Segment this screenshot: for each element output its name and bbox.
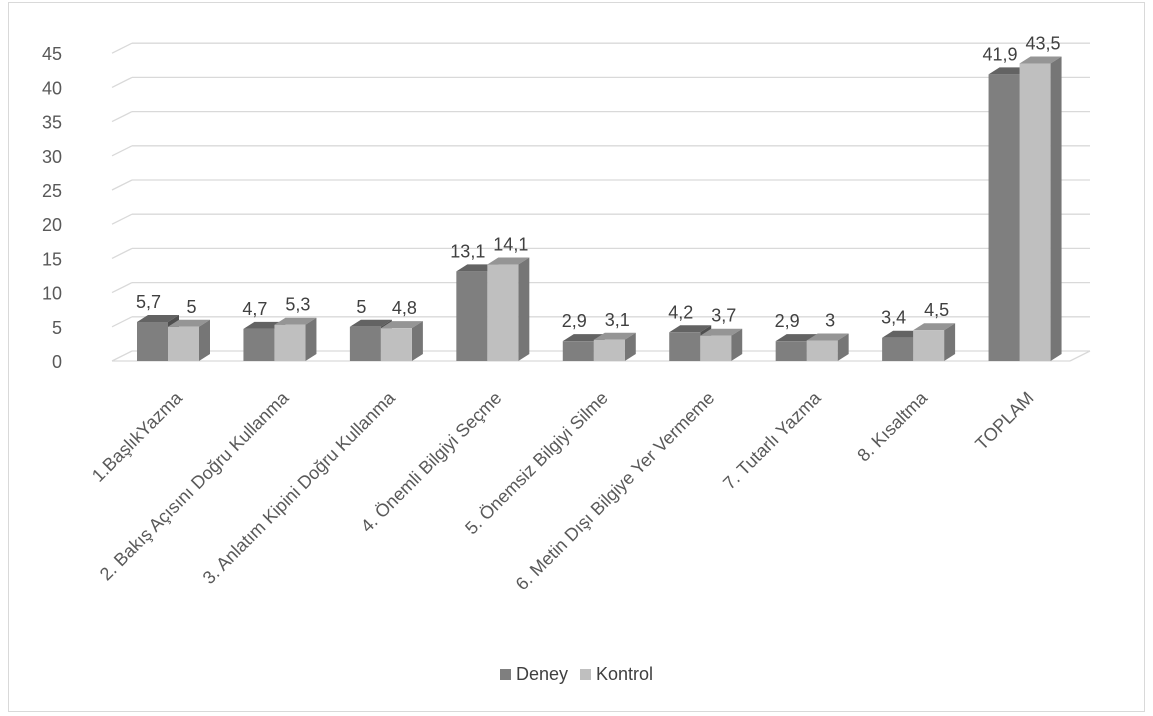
y-tick-label: 45 [42, 44, 62, 64]
bar-kontrol [487, 264, 519, 361]
x-tick-label: TOPLAM [971, 388, 1037, 454]
gridline-depth [111, 42, 133, 54]
x-tick-label: 8. Kısaltma [853, 387, 932, 466]
gridline-depth [111, 350, 133, 362]
bar-deney [988, 74, 1020, 362]
bar-top-deney [669, 325, 712, 333]
bar-kontrol [806, 340, 838, 361]
bar-kontrol [593, 339, 625, 361]
bar-side-kontrol [944, 323, 956, 361]
bar-side-kontrol [1050, 56, 1062, 362]
bar-top-kontrol [380, 321, 423, 329]
data-label-deney: 5,7 [136, 292, 161, 312]
legend-label: Deney [515, 664, 568, 684]
bar-side-kontrol [199, 319, 210, 361]
bar-deney [562, 341, 594, 361]
gridline-depth [111, 111, 133, 123]
y-tick-label: 40 [42, 78, 62, 98]
floor-edge-depth [1069, 350, 1091, 362]
bar-kontrol [168, 326, 199, 361]
data-label-kontrol: 43,5 [1026, 33, 1061, 53]
y-tick-label: 20 [42, 215, 62, 235]
data-label-kontrol: 14,1 [493, 235, 528, 255]
bar-deney [349, 326, 381, 361]
bar-kontrol [913, 330, 945, 361]
data-label-kontrol: 3,1 [605, 310, 630, 330]
data-label-kontrol: 3 [825, 310, 835, 330]
data-label-deney: 2,9 [775, 311, 800, 331]
bar-side-kontrol [731, 328, 743, 361]
bar-deney [669, 332, 701, 361]
bar-kontrol [380, 328, 412, 361]
bar-top-kontrol [806, 333, 849, 341]
bar-side-kontrol [837, 333, 849, 361]
x-tick-label: 6. Metin Dışı Bilgiye Yer Vermeme [512, 388, 719, 595]
y-tick-label: 0 [52, 352, 62, 372]
bar-side-kontrol [305, 317, 317, 361]
data-label-deney: 5 [356, 297, 366, 317]
bar-top-kontrol [274, 317, 317, 325]
bar-side-kontrol [624, 332, 636, 361]
bar-top-kontrol [1019, 56, 1062, 64]
bar-top-kontrol [913, 323, 956, 331]
data-label-deney: 41,9 [983, 44, 1018, 64]
data-label-kontrol: 3,7 [711, 306, 736, 326]
bar-side-kontrol [518, 257, 530, 361]
y-tick-label: 15 [42, 249, 62, 269]
y-tick-label: 30 [42, 147, 62, 167]
bar-top-deney [775, 334, 818, 342]
legend-item-deney: Deney [499, 664, 568, 685]
data-label-kontrol: 4,8 [392, 298, 417, 318]
y-tick-label: 35 [42, 113, 62, 133]
gridline-depth [111, 179, 133, 191]
x-tick-label: 1.BaşlıkYazma [88, 387, 187, 486]
data-label-deney: 3,4 [881, 308, 906, 328]
bar-top-deney [349, 319, 392, 327]
data-label-deney: 2,9 [562, 311, 587, 331]
gridline-depth [111, 213, 133, 225]
gridline-depth [111, 282, 133, 294]
y-tick-label: 25 [42, 181, 62, 201]
data-label-kontrol: 5,3 [285, 295, 310, 315]
x-tick-label: 3. Anlatım Kipini Doğru Kullanma [199, 387, 400, 588]
data-label-deney: 4,7 [242, 299, 267, 319]
bar-kontrol [274, 324, 306, 361]
bar-deney [137, 322, 168, 361]
gridline-depth [111, 316, 133, 328]
y-tick-label: 5 [52, 318, 62, 338]
x-tick-label: 7. Tutarlı Yazma [719, 387, 825, 493]
data-label-kontrol: 5 [186, 297, 196, 317]
bar-top-kontrol [700, 328, 743, 336]
bar-side-kontrol [411, 321, 423, 361]
data-label-deney: 4,2 [668, 302, 693, 322]
legend: Deney Kontrol [0, 664, 1153, 685]
bar-top-kontrol [593, 332, 636, 340]
legend-swatch [579, 669, 591, 680]
data-label-kontrol: 4,5 [924, 300, 949, 320]
data-label-deney: 13,1 [450, 241, 485, 261]
bar-kontrol [1019, 63, 1051, 362]
bar-deney [456, 271, 488, 361]
bar-top-kontrol [487, 257, 530, 265]
bar-deney [243, 328, 275, 361]
bar-kontrol [700, 335, 732, 361]
bar-top-deney [562, 334, 605, 342]
bar-top-deney [137, 315, 179, 323]
gridline-depth [111, 145, 133, 157]
y-tick-label: 10 [42, 284, 62, 304]
legend-label: Kontrol [595, 664, 654, 684]
bar-deney [775, 341, 807, 361]
gridline-depth [111, 247, 133, 259]
gridline-depth [111, 76, 133, 88]
bar-top-kontrol [168, 319, 210, 327]
legend-item-kontrol: Kontrol [579, 664, 654, 685]
x-tick-label: 2. Bakış Açısını Doğru Kullanma [96, 387, 293, 584]
bar-deney [882, 337, 914, 361]
legend-swatch [499, 669, 511, 680]
